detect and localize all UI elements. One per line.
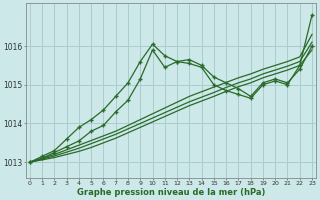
X-axis label: Graphe pression niveau de la mer (hPa): Graphe pression niveau de la mer (hPa) (77, 188, 265, 197)
